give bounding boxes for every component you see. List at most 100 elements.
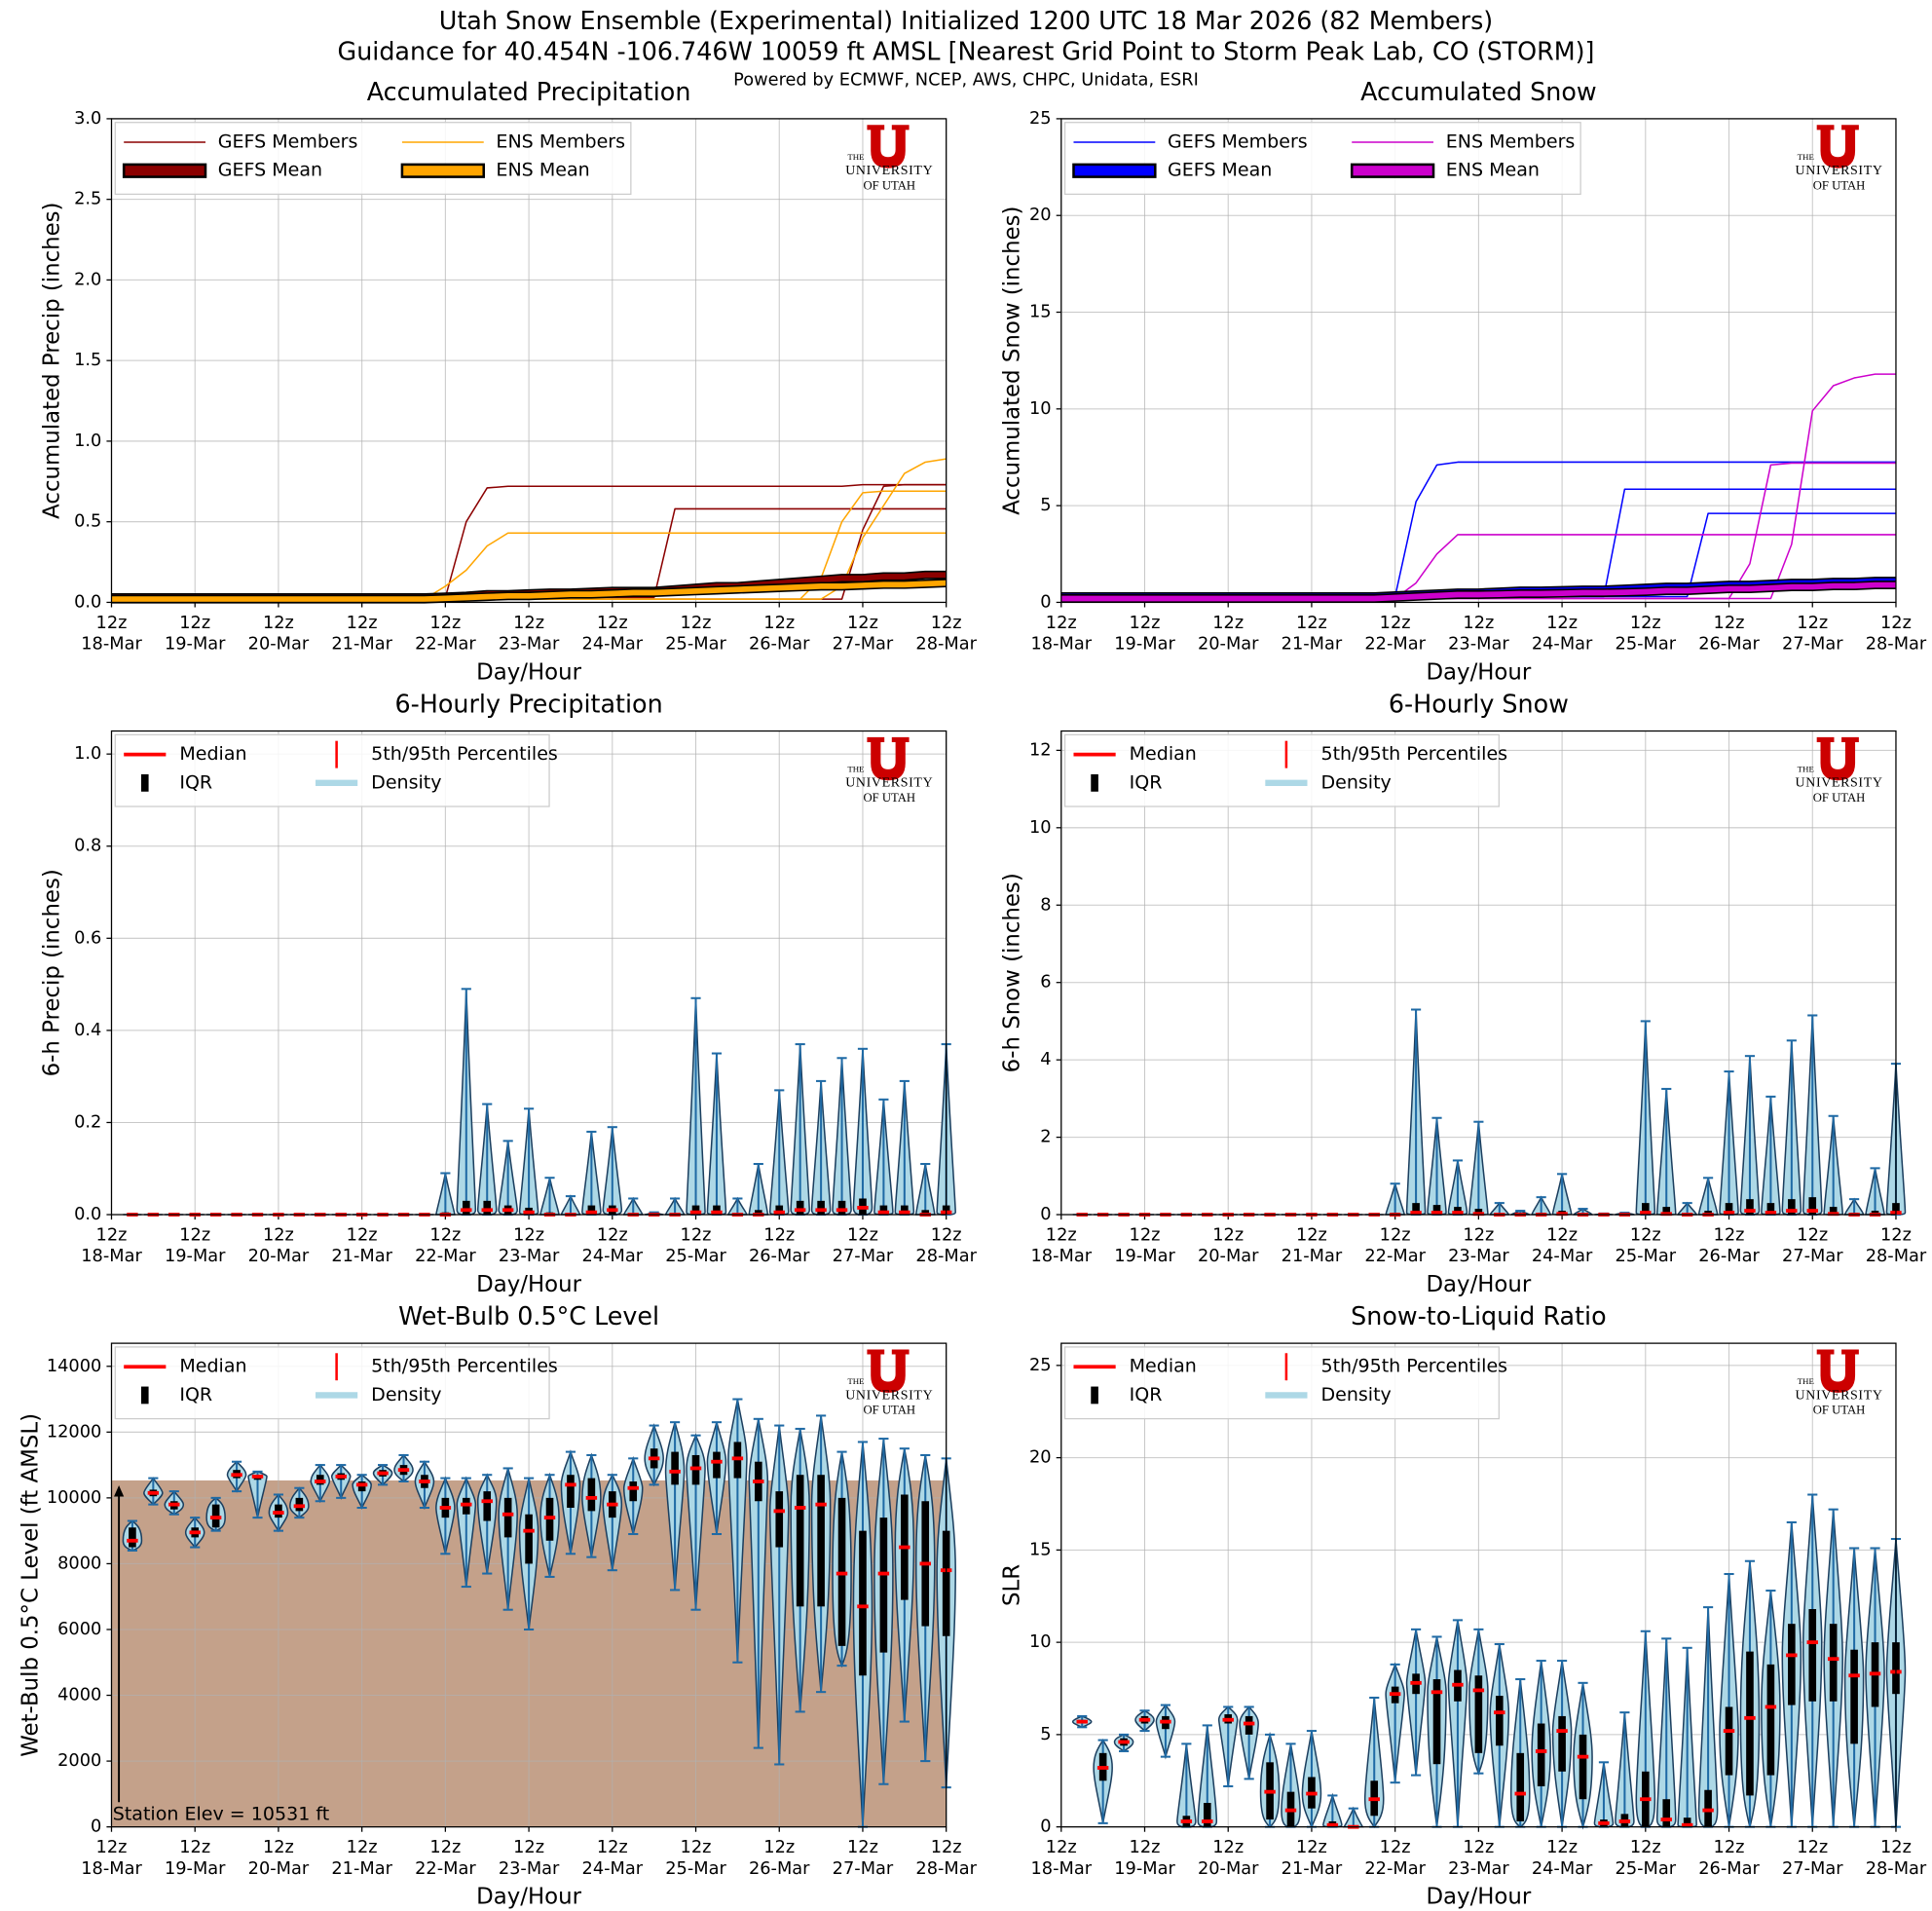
x-tick-label: 12z <box>263 1226 294 1246</box>
iqr-box <box>1537 1723 1545 1786</box>
iqr-box <box>755 1210 762 1216</box>
mean-line <box>111 580 947 602</box>
y-tick-label: 0 <box>1040 1205 1051 1224</box>
x-tick-label: 12z <box>179 1226 210 1246</box>
panel: 6-Hourly Precipitation 0.0 0.2 0.4 0.6 0.8 1.0… <box>39 689 977 1296</box>
x-tick-label: 20-Mar <box>248 1859 310 1879</box>
logo-text: THE <box>847 764 864 773</box>
iqr-box <box>1704 1211 1712 1216</box>
y-tick-label: 0.6 <box>74 928 101 948</box>
x-tick-label: 18-Mar <box>1031 1859 1093 1879</box>
legend-label: IQR <box>179 771 212 793</box>
x-tick-label: 12z <box>1212 1838 1244 1857</box>
iqr-box <box>901 1205 909 1216</box>
x-tick-label: 26-Mar <box>1698 1247 1760 1266</box>
x-tick-label: 25-Mar <box>665 635 726 655</box>
legend-box <box>114 122 632 196</box>
y-tick-label: 0 <box>1040 592 1051 612</box>
x-tick-label: 12z <box>1212 614 1244 633</box>
y-tick-label: 0.0 <box>74 1205 101 1224</box>
iqr-box <box>796 1475 804 1607</box>
x-tick-label: 12z <box>1296 1226 1327 1246</box>
x-tick-label: 12z <box>429 1226 461 1246</box>
logo-text: OF UTAH <box>863 791 915 805</box>
y-tick-label: 20 <box>1029 1448 1052 1468</box>
y-tick-label: 0.5 <box>74 512 101 532</box>
x-tick-label: 12z <box>847 614 878 633</box>
x-tick-label: 24-Mar <box>582 1859 644 1879</box>
y-tick-label: 6000 <box>57 1620 101 1639</box>
iqr-box <box>1725 1706 1733 1776</box>
x-tick-label: 12z <box>1714 1226 1745 1246</box>
y-tick-label: 12000 <box>47 1422 102 1442</box>
x-tick-label: 12z <box>1046 1838 1077 1857</box>
figure-subtitle: Guidance for 40.454N -106.746W 10059 ft … <box>338 37 1595 66</box>
x-tick-label: 12z <box>513 614 544 633</box>
x-tick-label: 23-Mar <box>499 1859 560 1879</box>
legend-marker <box>1091 773 1098 792</box>
logo-u <box>1816 736 1859 781</box>
x-tick-label: 20-Mar <box>1198 1859 1259 1879</box>
iqr-box <box>1474 1209 1483 1216</box>
panel-title: Wet-Bulb 0.5°C Level <box>398 1301 659 1330</box>
x-tick-label: 21-Mar <box>331 1247 392 1266</box>
y-tick-label: 0.2 <box>74 1112 101 1132</box>
axes-frame <box>110 1342 947 1828</box>
iqr-box <box>1683 1817 1691 1827</box>
x-tick-label: 20-Mar <box>1198 1247 1259 1266</box>
x-tick-label: 12z <box>1797 1226 1828 1246</box>
x-tick-label: 12z <box>847 1226 878 1246</box>
x-tick-label: 19-Mar <box>1114 1859 1175 1879</box>
legend-marker <box>1072 163 1157 178</box>
y-tick-label: 3.0 <box>74 109 101 129</box>
panel-title: Snow-to-Liquid Ratio <box>1351 1301 1606 1330</box>
legend-box <box>1063 733 1500 807</box>
x-tick-label: 19-Mar <box>1114 635 1175 655</box>
figure-title: Utah Snow Ensemble (Experimental) Initia… <box>439 6 1493 35</box>
x-tick-label: 12z <box>597 1838 628 1857</box>
x-tick-label: 24-Mar <box>582 1247 644 1266</box>
x-tick-label: 26-Mar <box>749 1247 810 1266</box>
logo-u <box>867 1349 910 1393</box>
y-tick-label: 0.8 <box>74 837 101 856</box>
y-tick-label: 10000 <box>47 1488 102 1508</box>
x-tick-label: 12z <box>597 1226 628 1246</box>
x-tick-label: 27-Mar <box>1782 1247 1843 1266</box>
x-tick-label: 25-Mar <box>1616 1247 1677 1266</box>
x-tick-label: 12z <box>1630 614 1661 633</box>
legend-label: 5th/95th Percentiles <box>1320 1356 1507 1377</box>
x-tick-label: 12z <box>1296 1838 1327 1857</box>
iqr-box <box>775 1491 784 1548</box>
x-tick-label: 12z <box>681 1226 712 1246</box>
x-tick-label: 12z <box>1380 614 1411 633</box>
x-tick-label: 23-Mar <box>1448 635 1509 655</box>
x-tick-label: 28-Mar <box>1866 1859 1927 1879</box>
iqr-box <box>587 1478 596 1512</box>
y-tick-label: 12 <box>1029 740 1052 760</box>
legend-label: Density <box>1320 771 1391 793</box>
logo-text: OF UTAH <box>1813 1403 1866 1416</box>
x-tick-label: 12z <box>681 614 712 633</box>
x-tick-label: 24-Mar <box>1532 1859 1593 1879</box>
iqr-box <box>503 1497 512 1538</box>
y-tick-label: 0.0 <box>74 592 101 612</box>
legend-label: Density <box>371 771 441 793</box>
x-tick-label: 12z <box>1546 614 1578 633</box>
x-tick-label: 18-Mar <box>81 1247 142 1266</box>
annotation-arrowhead <box>114 1485 125 1497</box>
iqr-box <box>1850 1649 1858 1744</box>
legend-label: ENS Members <box>496 131 625 153</box>
y-tick-label: 15 <box>1029 303 1052 322</box>
logo-u <box>1816 125 1859 169</box>
y-tick-label: 2 <box>1040 1128 1051 1147</box>
x-axis-label: Day/Hour <box>1426 1272 1531 1297</box>
legend-box <box>114 1346 550 1420</box>
axes-frame <box>110 118 947 604</box>
x-tick-label: 12z <box>763 1226 795 1246</box>
iqr-box <box>587 1205 596 1216</box>
y-axis-label: Wet-Bulb 0.5°C Level (ft AMSL) <box>18 1413 43 1757</box>
x-tick-label: 22-Mar <box>1364 1859 1426 1879</box>
x-tick-label: 24-Mar <box>1532 1247 1593 1266</box>
legend-marker <box>400 163 486 178</box>
